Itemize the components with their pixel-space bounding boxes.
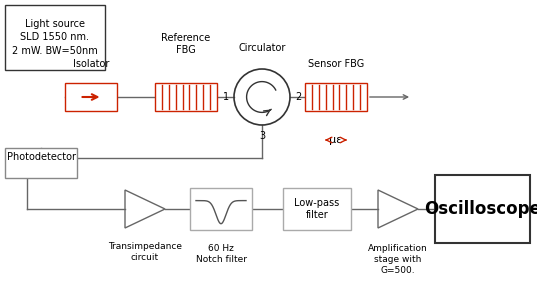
Text: Oscilloscope: Oscilloscope: [424, 200, 537, 218]
Text: Low-pass
filter: Low-pass filter: [294, 198, 339, 220]
Bar: [305, 83, 367, 111]
Text: Reference
FBG: Reference FBG: [162, 33, 211, 55]
Bar: [283, 188, 351, 230]
Text: 3: 3: [259, 131, 265, 141]
Text: 2: 2: [295, 92, 301, 102]
Bar: [5, 148, 77, 178]
Text: Light source
SLD 1550 nm.
2 mW. BW=50nm: Light source SLD 1550 nm. 2 mW. BW=50nm: [12, 19, 98, 56]
Text: με: με: [329, 135, 343, 145]
Bar: [435, 175, 530, 243]
Bar: [65, 83, 117, 111]
Text: Photodetector: Photodetector: [6, 152, 76, 162]
Text: 60 Hz
Notch filter: 60 Hz Notch filter: [195, 244, 246, 264]
Bar: [190, 188, 252, 230]
Text: 1: 1: [223, 92, 229, 102]
Text: Isolator: Isolator: [73, 59, 109, 69]
Text: Amplification
stage with
G=500.: Amplification stage with G=500.: [368, 244, 428, 275]
Text: Transimpedance
circuit: Transimpedance circuit: [108, 242, 182, 262]
Bar: [155, 83, 217, 111]
Bar: [5, 5, 105, 70]
Text: Circulator: Circulator: [238, 43, 286, 53]
Text: Sensor FBG: Sensor FBG: [308, 59, 364, 69]
